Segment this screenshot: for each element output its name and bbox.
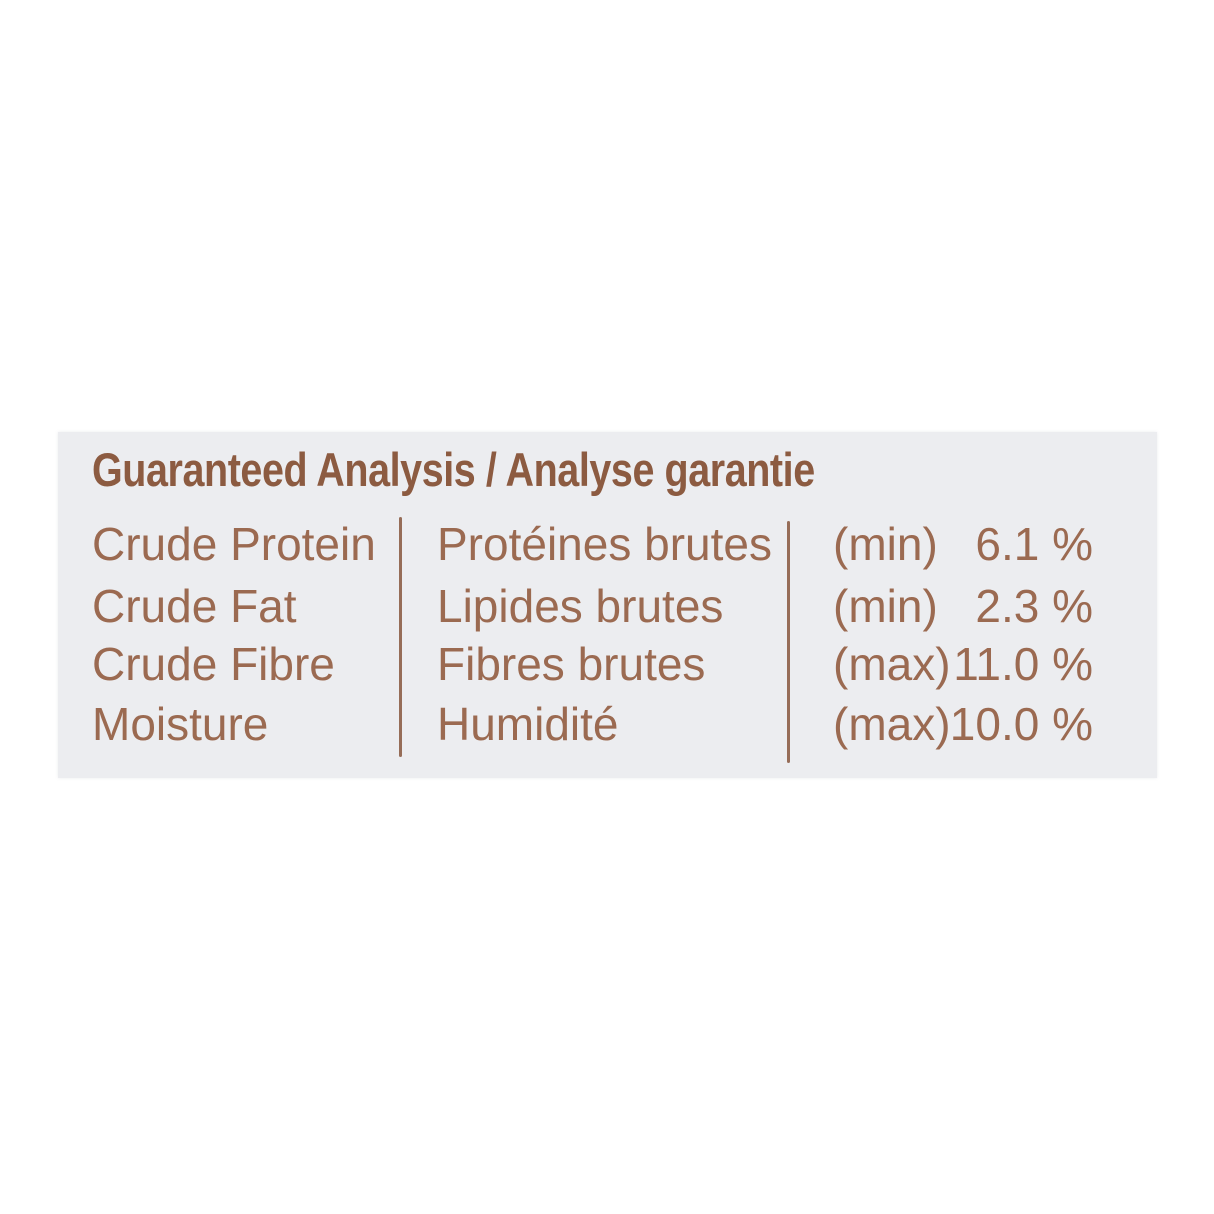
nutrient-name-en: Crude Protein — [92, 518, 376, 570]
nutrient-value: 10.0 % — [949, 698, 1093, 750]
column-divider-right — [787, 521, 790, 763]
nutrient-name-fr: Fibres brutes — [437, 638, 706, 690]
analysis-row: Moisture Humidité (max) 10.0 % — [58, 698, 1157, 754]
nutrient-name-en: Crude Fat — [92, 580, 297, 632]
nutrient-name-fr: Humidité — [437, 698, 619, 750]
analysis-table: Crude Protein Protéines brutes (min) 6.1… — [58, 432, 1157, 778]
nutrient-value: 2.3 % — [975, 580, 1093, 632]
nutrient-name-fr: Lipides brutes — [437, 580, 724, 632]
column-divider-left — [399, 517, 402, 757]
guaranteed-analysis-label-panel: Guaranteed Analysis / Analyse garantie C… — [58, 432, 1157, 778]
nutrient-name-fr: Protéines brutes — [437, 518, 772, 570]
limit-type: (max) — [833, 698, 951, 750]
limit-type: (min) — [833, 518, 938, 570]
nutrient-value: 11.0 % — [953, 638, 1093, 690]
nutrient-value: 6.1 % — [975, 518, 1093, 570]
limit-type: (max) — [833, 638, 951, 690]
nutrient-name-en: Moisture — [92, 698, 269, 750]
analysis-row: Crude Fibre Fibres brutes (max) 11.0 % — [58, 638, 1157, 694]
nutrient-name-en: Crude Fibre — [92, 638, 335, 690]
analysis-row: Crude Protein Protéines brutes (min) 6.1… — [58, 518, 1157, 574]
analysis-row: Crude Fat Lipides brutes (min) 2.3 % — [58, 580, 1157, 636]
guaranteed-analysis-title: Guaranteed Analysis / Analyse garantie — [92, 443, 815, 496]
limit-type: (min) — [833, 580, 938, 632]
